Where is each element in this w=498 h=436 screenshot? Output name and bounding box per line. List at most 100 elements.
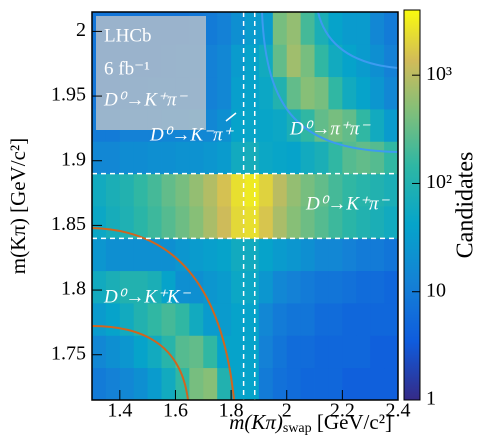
heat-cell bbox=[286, 44, 302, 78]
heat-cell bbox=[384, 109, 399, 142]
colorbar-label: Candidates bbox=[453, 152, 479, 259]
heat-cell bbox=[231, 238, 246, 272]
heat-cell bbox=[258, 76, 274, 110]
heat-cell bbox=[314, 12, 329, 45]
heat-cell bbox=[245, 44, 260, 78]
heat-cell bbox=[356, 173, 371, 207]
y-tick-label: 1.95 bbox=[51, 84, 86, 106]
heat-cell bbox=[147, 206, 162, 239]
heat-cell bbox=[105, 303, 121, 336]
heat-cell bbox=[92, 270, 107, 304]
heat-cell bbox=[300, 303, 315, 336]
heat-cell bbox=[328, 141, 343, 175]
heat-cell bbox=[231, 303, 246, 336]
heat-cell bbox=[370, 238, 385, 272]
heat-cell bbox=[203, 238, 218, 272]
heat-cell bbox=[258, 335, 274, 369]
heat-cell bbox=[203, 76, 218, 110]
heat-cell bbox=[272, 141, 288, 175]
heat-cell bbox=[147, 270, 162, 304]
heat-cell bbox=[300, 141, 315, 175]
heat-cell bbox=[245, 303, 260, 336]
heat-cell bbox=[356, 76, 371, 110]
heat-cell bbox=[258, 303, 274, 336]
heat-cell bbox=[342, 303, 357, 336]
heat-cell bbox=[217, 109, 232, 142]
heat-cell bbox=[314, 335, 329, 369]
heat-cell bbox=[328, 303, 343, 336]
heat-cell bbox=[272, 367, 288, 401]
heat-cell bbox=[105, 270, 121, 304]
heat-cell bbox=[161, 238, 176, 272]
heat-cell bbox=[105, 335, 121, 369]
heat-cell bbox=[356, 238, 371, 272]
heat-cell bbox=[356, 303, 371, 336]
heat-cell bbox=[370, 270, 385, 304]
heat-cell bbox=[189, 238, 204, 272]
heat-cell bbox=[161, 303, 176, 336]
heat-cell bbox=[189, 206, 204, 239]
heat-cell bbox=[119, 206, 135, 239]
heat-cell bbox=[203, 109, 218, 142]
boundary-curve bbox=[91, 227, 235, 401]
heat-cell bbox=[105, 238, 121, 272]
heat-cell bbox=[272, 173, 288, 207]
heat-cell bbox=[189, 270, 204, 304]
heat-cell bbox=[272, 303, 288, 336]
heat-cell bbox=[272, 206, 288, 239]
heat-cell bbox=[384, 270, 399, 304]
heat-cell bbox=[147, 303, 162, 336]
heat-cell bbox=[231, 12, 246, 45]
pointer bbox=[225, 112, 237, 122]
heat-cell bbox=[384, 206, 399, 239]
heat-cell bbox=[300, 367, 315, 401]
heat-cell bbox=[342, 141, 357, 175]
heat-cell bbox=[203, 141, 218, 175]
heat-cell bbox=[314, 109, 329, 142]
heat-cell bbox=[245, 12, 260, 45]
heat-cell bbox=[175, 238, 190, 272]
heat-cell bbox=[258, 238, 274, 272]
heat-cell bbox=[203, 367, 218, 401]
heat-cell bbox=[300, 270, 315, 304]
heat-cell bbox=[147, 173, 162, 207]
heat-cell bbox=[161, 367, 176, 401]
x-tick-label: 1.4 bbox=[107, 400, 132, 422]
heat-cell bbox=[384, 141, 399, 175]
heat-cell bbox=[217, 173, 232, 207]
heat-cell bbox=[161, 141, 176, 175]
heat-cell bbox=[133, 335, 149, 369]
x-label-unit: [GeV/c²] bbox=[312, 410, 392, 434]
heat-cell bbox=[286, 303, 302, 336]
heat-cell bbox=[314, 238, 329, 272]
heat-cell bbox=[203, 44, 218, 78]
heat-cell bbox=[189, 173, 204, 207]
heat-cell bbox=[286, 238, 302, 272]
heat-cell bbox=[300, 173, 315, 207]
heat-cell bbox=[147, 238, 162, 272]
x-tick-label: 1.6 bbox=[163, 400, 188, 422]
heat-cell bbox=[370, 335, 385, 369]
heat-cell bbox=[119, 303, 135, 336]
heat-cell bbox=[161, 173, 176, 207]
heat-cell bbox=[314, 303, 329, 336]
heat-cell bbox=[231, 141, 246, 175]
heat-cell bbox=[245, 109, 260, 142]
heat-cell bbox=[231, 206, 246, 239]
heat-cell bbox=[342, 109, 357, 142]
heat-cell bbox=[286, 270, 302, 304]
heat-cell bbox=[300, 44, 315, 78]
heat-cell bbox=[286, 76, 302, 110]
colorbar-tick-label: 10³ bbox=[426, 63, 452, 85]
heat-cell bbox=[384, 76, 399, 110]
heat-cell bbox=[300, 238, 315, 272]
heat-cell bbox=[217, 206, 232, 239]
heat-cell bbox=[272, 238, 288, 272]
heat-cell bbox=[370, 44, 385, 78]
heat-cell bbox=[286, 141, 302, 175]
heat-cell bbox=[231, 335, 246, 369]
heat-cell bbox=[356, 206, 371, 239]
heat-cell bbox=[189, 367, 204, 401]
heat-cell bbox=[356, 12, 371, 45]
heat-cell bbox=[384, 12, 399, 45]
